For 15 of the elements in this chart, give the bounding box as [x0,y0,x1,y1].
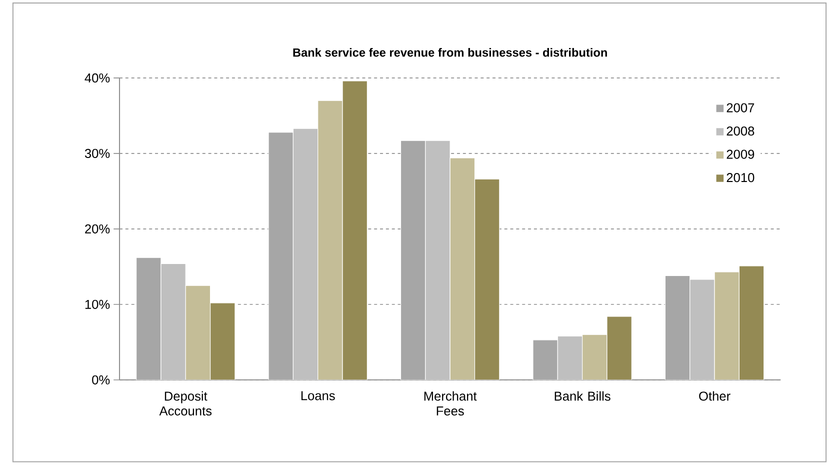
y-tick-label: 40% [84,74,110,83]
x-tick-label: Bank Bills [554,391,610,401]
x-tick-label: Deposit Accounts [159,391,212,416]
chart-title: Bank service fee revenue from businesses - distribution [293,48,607,57]
y-tick-label: 0% [92,375,110,385]
y-tick-label: 10% [85,300,110,310]
legend-label: 2010 [726,173,754,182]
y-tick-label: 30% [84,149,110,158]
legend-label: 2007 [726,103,754,112]
x-tick-label: Other [699,391,730,401]
y-tick-label: 20% [85,224,110,234]
x-tick-label: Merchant Fees [424,391,477,416]
legend-label: 2008 [726,126,754,136]
x-tick-label: Loans [301,391,335,400]
legend-label: 2009 [726,150,754,159]
